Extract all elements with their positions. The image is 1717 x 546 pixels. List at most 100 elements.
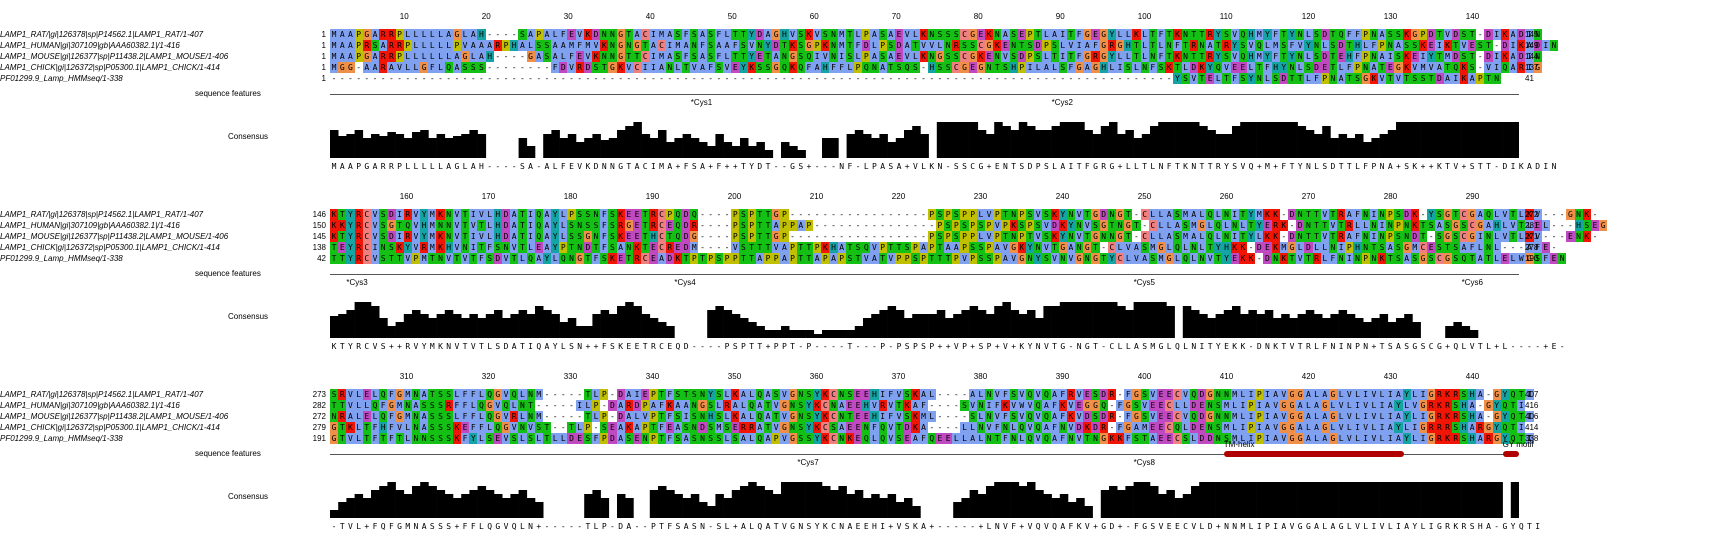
consensus-bar xyxy=(994,482,1003,518)
consensus-bar xyxy=(1158,302,1167,338)
consensus-bar xyxy=(1371,482,1380,518)
sequence-name[interactable]: LAMP1_CHICK|gi|126372|sp|P05300.1|LAMP1_… xyxy=(0,423,220,432)
consensus-bar xyxy=(1191,122,1200,158)
cysteine-feature-label: *Cys8 xyxy=(1133,458,1155,467)
consensus-bar xyxy=(379,486,388,518)
consensus-bar xyxy=(1215,314,1225,338)
consensus-bar xyxy=(1150,302,1159,338)
ruler-tick: 210 xyxy=(809,192,824,201)
consensus-bar xyxy=(1002,302,1011,338)
ruler-tick: 330 xyxy=(563,372,578,381)
consensus-bar xyxy=(346,310,355,338)
sequence-name[interactable]: LAMP1_RAT/|gi|126378|sp|P14562.1|LAMP1_R… xyxy=(0,210,204,219)
sequence-name[interactable]: PF01299.9_Lamp_HMMseq/1-338 xyxy=(0,254,123,263)
sequence-name[interactable]: PF01299.9_Lamp_HMMseq/1-338 xyxy=(0,74,123,83)
sequence-name[interactable]: LAMP1_CHICK|gi|126372|sp|P05300.1|LAMP1_… xyxy=(0,63,220,72)
consensus-bar xyxy=(1125,486,1134,518)
consensus-bar xyxy=(420,314,429,338)
consensus-label: Consensus xyxy=(228,492,269,501)
consensus-bar xyxy=(871,494,880,518)
consensus-bar xyxy=(1232,126,1241,158)
consensus-bar xyxy=(1420,482,1430,518)
consensus-bar xyxy=(1240,314,1249,338)
consensus-bar xyxy=(412,132,421,158)
consensus-bar xyxy=(436,490,446,518)
consensus-bar xyxy=(1174,498,1184,518)
consensus-bar xyxy=(1346,482,1356,518)
feature-annotation-bar[interactable] xyxy=(1223,451,1405,457)
consensus-bar xyxy=(781,326,790,338)
ruler-tick: 350 xyxy=(727,372,742,381)
sequence-name[interactable]: LAMP1_CHICK|gi|126372|sp|P05300.1|LAMP1_… xyxy=(0,243,220,252)
consensus-bar xyxy=(543,310,552,338)
consensus-bar xyxy=(1264,482,1274,518)
consensus-bar xyxy=(1109,486,1118,518)
consensus-bar xyxy=(887,306,897,338)
sequence-name[interactable]: LAMP1_MOUSE|gi|126377|sp|P11438.2|LAMP1_… xyxy=(0,232,229,241)
consensus-bar xyxy=(1182,306,1192,338)
consensus-bar xyxy=(518,138,528,158)
consensus-bar xyxy=(756,142,765,158)
consensus-label: Consensus xyxy=(228,312,269,321)
sequence-name[interactable]: LAMP1_HUMAN|gi|307109|gb|AAA60382.1|/1-4… xyxy=(0,401,180,410)
consensus-bar xyxy=(338,314,347,338)
consensus-bar xyxy=(1240,482,1249,518)
sequence-name[interactable]: PF01299.9_Lamp_HMMseq/1-338 xyxy=(0,434,123,443)
consensus-bar xyxy=(1215,482,1225,518)
consensus-bar xyxy=(895,310,905,338)
consensus-bar xyxy=(633,122,642,158)
sequence-row[interactable]: ----------------------------------------… xyxy=(331,73,1501,84)
consensus-bar xyxy=(731,490,741,518)
sequence-start-position: 1 xyxy=(321,74,326,83)
consensus-bar xyxy=(633,306,642,338)
sequence-end-position: 278 xyxy=(1525,243,1539,252)
consensus-bar xyxy=(748,482,757,518)
sequence-name[interactable]: LAMP1_RAT/|gi|126378|sp|P14562.1|LAMP1_R… xyxy=(0,30,204,39)
consensus-sequence: - T V L + F Q F G M N A S S S + F F L Q G V Q L N + - - - - - T L P - D A - - P… xyxy=(331,522,1541,531)
consensus-bar xyxy=(453,136,462,158)
consensus-bar xyxy=(674,494,683,518)
consensus-bar xyxy=(1478,482,1487,518)
consensus-bar xyxy=(1387,322,1397,338)
cysteine-feature-label: *Cys4 xyxy=(674,278,696,287)
ruler-tick: 250 xyxy=(1137,192,1152,201)
consensus-bar xyxy=(1133,302,1143,338)
sequence-name[interactable]: LAMP1_HUMAN|gi|307109|gb|AAA60382.1|/1-4… xyxy=(0,221,180,230)
ruler-tick: 200 xyxy=(727,192,742,201)
sequence-name[interactable]: LAMP1_MOUSE|gi|126377|sp|P11438.2|LAMP1_… xyxy=(0,412,229,421)
sequence-start-position: 272 xyxy=(312,412,326,421)
sequence-start-position: 150 xyxy=(312,221,326,230)
consensus-bar xyxy=(338,502,347,518)
sequence-name[interactable]: LAMP1_RAT/|gi|126378|sp|P14562.1|LAMP1_R… xyxy=(0,390,204,399)
sequence-name[interactable]: LAMP1_HUMAN|gi|307109|gb|AAA60382.1|/1-4… xyxy=(0,41,180,50)
ruler-tick: 230 xyxy=(973,192,988,201)
consensus-bar xyxy=(1428,122,1438,158)
consensus-bar xyxy=(748,146,757,158)
consensus-bar xyxy=(1445,122,1454,158)
consensus-bar xyxy=(1494,482,1503,518)
consensus-bar xyxy=(1076,302,1085,338)
consensus-bar xyxy=(600,140,610,158)
consensus-bar xyxy=(1010,130,1020,158)
consensus-bar xyxy=(953,122,962,158)
consensus-bar xyxy=(469,314,478,338)
consensus-bar xyxy=(617,494,626,518)
feature-annotation-bar[interactable] xyxy=(1502,451,1519,457)
consensus-bar xyxy=(846,330,856,338)
sequence-name[interactable]: LAMP1_MOUSE|gi|126377|sp|P11438.2|LAMP1_… xyxy=(0,52,229,61)
consensus-bar xyxy=(518,490,528,518)
